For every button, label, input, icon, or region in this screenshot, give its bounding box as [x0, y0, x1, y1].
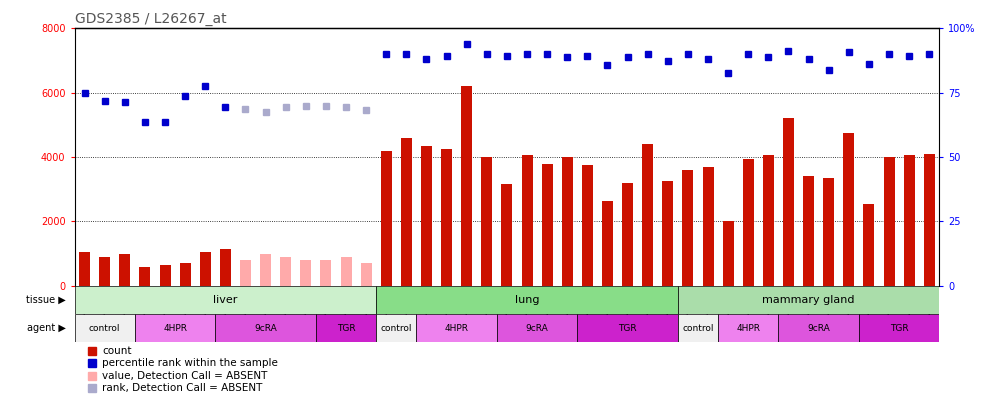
Bar [401, 138, 412, 286]
Bar [923, 154, 934, 286]
Bar [522, 156, 533, 286]
Bar [743, 159, 753, 286]
Bar [778, 314, 859, 343]
Bar [416, 314, 497, 343]
Bar [823, 178, 834, 286]
Text: value, Detection Call = ABSENT: value, Detection Call = ABSENT [102, 371, 267, 381]
Text: agent ▶: agent ▶ [27, 323, 66, 333]
Bar [542, 164, 553, 286]
Bar [260, 254, 271, 286]
Text: 4HPR: 4HPR [737, 324, 760, 333]
Bar [341, 257, 352, 286]
Text: count: count [102, 346, 132, 356]
Bar [220, 249, 231, 286]
Text: tissue ▶: tissue ▶ [26, 295, 66, 305]
Bar [240, 260, 251, 286]
Text: 9cRA: 9cRA [254, 324, 277, 333]
Bar [718, 314, 778, 343]
Bar [320, 260, 331, 286]
Text: control: control [89, 324, 120, 333]
Bar [200, 252, 211, 286]
Text: TGR: TGR [890, 324, 909, 333]
Bar [361, 263, 372, 286]
Bar [376, 314, 416, 343]
Bar [216, 314, 316, 343]
Bar [864, 204, 875, 286]
Bar [280, 257, 291, 286]
Bar [662, 181, 673, 286]
Bar [381, 151, 392, 286]
Text: control: control [682, 324, 714, 333]
Bar [783, 118, 794, 286]
Text: control: control [381, 324, 413, 333]
Bar [884, 157, 895, 286]
Bar [139, 266, 150, 286]
Bar [762, 156, 774, 286]
Bar [803, 177, 814, 286]
Bar [501, 184, 513, 286]
Bar [683, 170, 694, 286]
Bar [159, 265, 171, 286]
Bar [703, 167, 714, 286]
Text: liver: liver [213, 295, 238, 305]
Text: lung: lung [515, 295, 540, 305]
Bar [859, 314, 939, 343]
Bar [581, 165, 592, 286]
Bar [723, 222, 734, 286]
Bar [441, 149, 452, 286]
Text: 4HPR: 4HPR [163, 324, 187, 333]
Bar [678, 314, 718, 343]
Bar [300, 260, 311, 286]
Bar [904, 156, 914, 286]
Bar [75, 314, 135, 343]
Text: rank, Detection Call = ABSENT: rank, Detection Call = ABSENT [102, 383, 262, 393]
Bar [642, 144, 653, 286]
Bar [481, 157, 492, 286]
Text: TGR: TGR [337, 324, 356, 333]
Bar [562, 157, 573, 286]
Bar [75, 286, 376, 314]
Bar [678, 286, 939, 314]
Text: 9cRA: 9cRA [807, 324, 830, 333]
Bar [99, 257, 110, 286]
Text: mammary gland: mammary gland [762, 295, 855, 305]
Bar [135, 314, 216, 343]
Text: percentile rank within the sample: percentile rank within the sample [102, 358, 278, 368]
Text: 4HPR: 4HPR [444, 324, 468, 333]
Bar [622, 183, 633, 286]
Bar [602, 200, 613, 286]
Text: TGR: TGR [618, 324, 637, 333]
Bar [497, 314, 578, 343]
Bar [119, 254, 130, 286]
Bar [80, 252, 90, 286]
Text: GDS2385 / L26267_at: GDS2385 / L26267_at [75, 12, 227, 26]
Bar [376, 286, 678, 314]
Bar [578, 314, 678, 343]
Bar [316, 314, 376, 343]
Bar [180, 263, 191, 286]
Text: 9cRA: 9cRA [526, 324, 549, 333]
Bar [461, 86, 472, 286]
Bar [843, 133, 855, 286]
Bar [421, 146, 432, 286]
